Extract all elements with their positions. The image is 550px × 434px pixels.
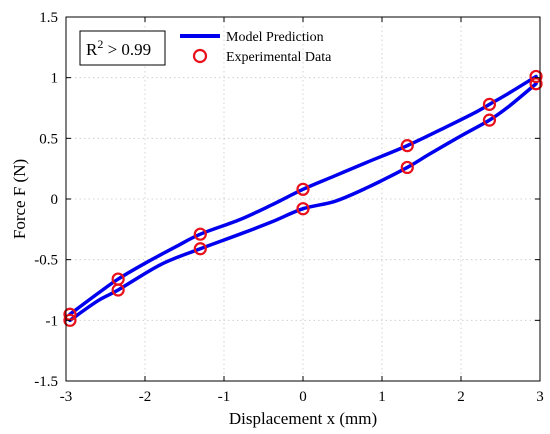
- x-tick-label: 0: [299, 389, 307, 405]
- experimental-data-markers: [63, 69, 543, 327]
- y-tick-label: -1: [46, 313, 59, 329]
- legend-label-experimental-data: Experimental Data: [226, 50, 332, 65]
- experimental-data-point: [400, 139, 414, 153]
- experimental-data-point: [296, 182, 310, 196]
- y-tick-label: 0.5: [39, 131, 58, 147]
- annotation-box: [79, 30, 166, 66]
- y-axis-title: Force F (N): [10, 159, 29, 239]
- x-tick-label: 3: [536, 389, 544, 405]
- axis-ticks: [65, 16, 541, 382]
- y-tick-label: 0: [51, 192, 59, 208]
- annotation-rest: > 0.99: [103, 40, 151, 59]
- x-tick-label: -1: [218, 389, 231, 405]
- model-prediction-lower-branch: [68, 81, 538, 323]
- y-tick-label: 1: [51, 71, 59, 87]
- experimental-data-point: [529, 77, 543, 91]
- model-prediction-lines: [68, 74, 538, 323]
- x-tick-label: 2: [457, 389, 465, 405]
- experimental-data-point: [482, 97, 497, 111]
- x-tick-label: -2: [139, 389, 152, 405]
- legend-label-model-prediction: Model Prediction: [226, 30, 324, 45]
- x-axis-title: Displacement x (mm): [229, 409, 377, 428]
- experimental-data-point: [296, 202, 310, 216]
- annotation-base: R: [86, 40, 98, 59]
- experimental-data-point: [193, 227, 207, 241]
- y-tick-label: -0.5: [34, 253, 58, 269]
- x-tick-label: 1: [378, 389, 386, 405]
- experimental-data-point: [482, 113, 497, 127]
- experimental-data-point: [111, 283, 125, 297]
- legend-marker-swatch: [192, 48, 208, 64]
- plot-background: [66, 17, 540, 381]
- legend: Model Prediction Experimental Data: [180, 30, 332, 65]
- experimental-data-point: [193, 242, 207, 256]
- annotation-superscript: 2: [97, 37, 103, 51]
- y-tick-label: -1.5: [34, 374, 58, 390]
- annotation-text: R2 > 0.99: [86, 37, 151, 59]
- experimental-data-point: [529, 69, 543, 84]
- experimental-data-point: [63, 307, 77, 321]
- experimental-data-point: [63, 313, 77, 327]
- x-tick-label: -3: [60, 389, 73, 405]
- y-tick-label: 1.5: [39, 10, 58, 26]
- model-prediction-upper-branch: [68, 74, 538, 317]
- r-squared-annotation: R2 > 0.99: [79, 30, 166, 66]
- experimental-data-point: [400, 160, 414, 175]
- tick-labels: -3 -2 -1 0 1 2 3 -1.5 -1 -0.5 0 0.5 1 1.5: [34, 10, 544, 405]
